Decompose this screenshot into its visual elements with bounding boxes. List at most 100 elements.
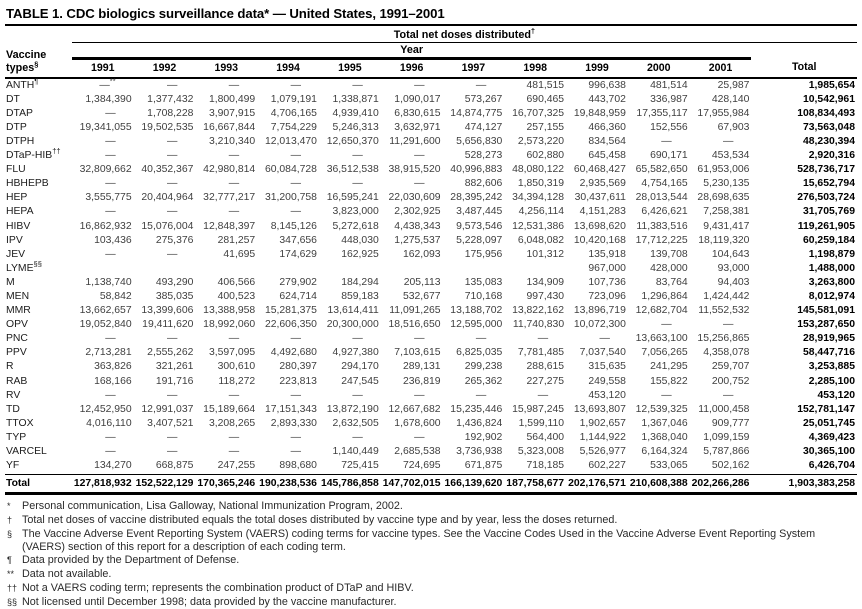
- value-cell: 13,188,702: [450, 305, 503, 317]
- value-cell: 275,376: [155, 234, 194, 246]
- value-cell: [381, 262, 443, 276]
- value-cell: 690,465: [526, 93, 565, 105]
- row-total-cell: 2,920,316: [808, 150, 855, 162]
- table-row: VARCEL — — — — 1,140,449 2,685,538 3,736,938 5,3…: [5, 445, 857, 459]
- value-cell: 15,076,004: [141, 220, 194, 232]
- value-cell: 385,035: [155, 291, 194, 302]
- value-cell: —: [352, 178, 363, 190]
- value-cell: 6,426,621: [641, 206, 688, 218]
- vaccine-name-cell: DTP: [6, 121, 27, 133]
- value-cell: 162,093: [402, 248, 441, 260]
- value-cell: 257,155: [526, 121, 565, 133]
- value-cell: 28,013,544: [635, 192, 688, 204]
- table-title: TABLE 1. CDC biologics surveillance data…: [5, 4, 857, 26]
- value-cell: 13,614,411: [327, 305, 379, 317]
- value-cell: —: [105, 248, 116, 260]
- value-cell: 533,065: [650, 460, 688, 472]
- value-cell: 67,903: [717, 121, 750, 133]
- value-cell: —: [414, 389, 425, 401]
- value-cell: 1,708,228: [147, 107, 194, 119]
- table-row: IPV 103,436 275,376 281,257 347,656 448,030 1,…: [5, 234, 857, 248]
- value-cell: 443,702: [588, 93, 626, 105]
- value-cell: 294,170: [341, 361, 379, 373]
- value-cell: 4,016,110: [86, 417, 132, 429]
- value-cell: 2,573,220: [517, 135, 565, 147]
- table-row: DTPH — — 3,210,340 12,013,470 12,650,370 11,29…: [5, 135, 857, 149]
- row-total-cell: 4,369,423: [808, 431, 855, 443]
- value-cell: 347,656: [279, 234, 317, 246]
- value-cell: 10,072,300: [573, 319, 626, 331]
- column-header-year: 1992: [133, 58, 196, 79]
- table-row: PNC — — — — — — — — — 13,663,100 15,256,865 28,919,9…: [5, 333, 857, 347]
- value-cell: 3,907,915: [208, 107, 256, 119]
- value-cell: 668,875: [155, 460, 194, 472]
- value-cell: 453,120: [588, 389, 626, 401]
- value-cell: 1,090,017: [394, 93, 441, 105]
- vaccine-name-cell: HEP: [6, 192, 28, 204]
- vaccine-name-cell: DTPH: [6, 135, 35, 147]
- value-cell: 11,000,458: [698, 403, 750, 415]
- value-cell: —: [290, 333, 301, 345]
- value-cell: 236,819: [402, 375, 441, 387]
- value-cell: 279,902: [279, 276, 317, 288]
- footnote-text: Not a VAERS coding term; represents the …: [22, 581, 414, 594]
- value-cell: 5,272,618: [332, 220, 379, 232]
- value-cell: 25,987: [717, 79, 750, 91]
- value-cell: 2,935,569: [579, 178, 626, 190]
- value-cell: —: [228, 431, 240, 443]
- value-cell: 11,740,830: [512, 319, 565, 331]
- value-cell: [72, 262, 134, 276]
- row-total-cell: 152,781,147: [797, 403, 855, 415]
- value-cell: 32,809,662: [79, 164, 132, 176]
- value-cell: 174,629: [279, 248, 317, 260]
- value-cell: 299,238: [464, 361, 503, 373]
- vaccine-name-cell: FLU: [6, 164, 26, 176]
- value-cell: 834,564: [588, 135, 626, 147]
- value-cell: —: [105, 431, 116, 443]
- value-cell: 363,826: [94, 361, 132, 373]
- value-cell: 4,754,165: [641, 178, 688, 190]
- vaccine-name-cell: HEPA: [6, 206, 34, 218]
- value-cell: 564,400: [526, 431, 565, 443]
- value-cell: 13,896,719: [573, 305, 626, 317]
- row-total-cell: 1,488,000: [808, 262, 855, 274]
- value-cell: —: [290, 206, 301, 218]
- value-cell: 3,823,000: [332, 206, 379, 218]
- row-total-cell: 25,051,745: [802, 417, 855, 429]
- value-cell: 12,531,386: [512, 220, 565, 232]
- footnote-marker: §§: [7, 596, 18, 607]
- vaccine-name-cell: R: [6, 361, 14, 373]
- value-cell: 12,848,397: [203, 220, 256, 232]
- value-cell: 16,707,325: [512, 107, 565, 119]
- table-row: M 1,138,740 493,290 406,566 279,902 184,294 20…: [5, 276, 857, 290]
- value-cell: —: [105, 107, 116, 119]
- value-cell: 12,650,370: [326, 135, 379, 147]
- row-total-cell: 145,581,091: [797, 305, 855, 317]
- value-cell: —: [228, 389, 240, 401]
- footnote: §§ Not licensed until December 1998; data…: [7, 596, 857, 609]
- value-cell: 725,415: [341, 460, 379, 472]
- value-cell: —: [414, 431, 425, 443]
- value-cell: 1,296,864: [641, 291, 688, 302]
- column-header-year: 1993: [195, 58, 258, 79]
- value-cell: 135,918: [588, 248, 626, 260]
- value-cell: 11,291,600: [389, 135, 441, 147]
- value-cell: 4,492,680: [270, 347, 317, 359]
- value-cell: 4,927,380: [332, 347, 379, 359]
- footnote: ** Data not available.: [7, 568, 857, 581]
- value-cell: —: [105, 333, 116, 345]
- value-cell: —: [167, 178, 178, 190]
- table-row: DTAP — 1,708,228 3,907,915 4,706,165 4,939,41…: [5, 107, 857, 121]
- table-row: MEN 58,842 385,035 400,523 624,714 859,183 532…: [5, 290, 857, 304]
- value-cell: —: [290, 79, 301, 91]
- value-cell: 40,996,883: [450, 164, 503, 176]
- value-cell: —: [290, 178, 301, 190]
- value-cell: 7,781,485: [517, 347, 565, 359]
- group-header-row: Vaccine types§ Total net doses distribute…: [5, 26, 857, 79]
- footnote-marker: **: [7, 569, 15, 580]
- column-header-row: 1991 1992 1993 1994 1995 1996 1997 1998 1999 2000…: [5, 58, 857, 79]
- value-cell: 13,698,620: [573, 220, 626, 232]
- value-cell: —: [105, 135, 116, 147]
- value-cell: 41,695: [223, 248, 256, 260]
- value-cell: 9,431,417: [703, 220, 750, 232]
